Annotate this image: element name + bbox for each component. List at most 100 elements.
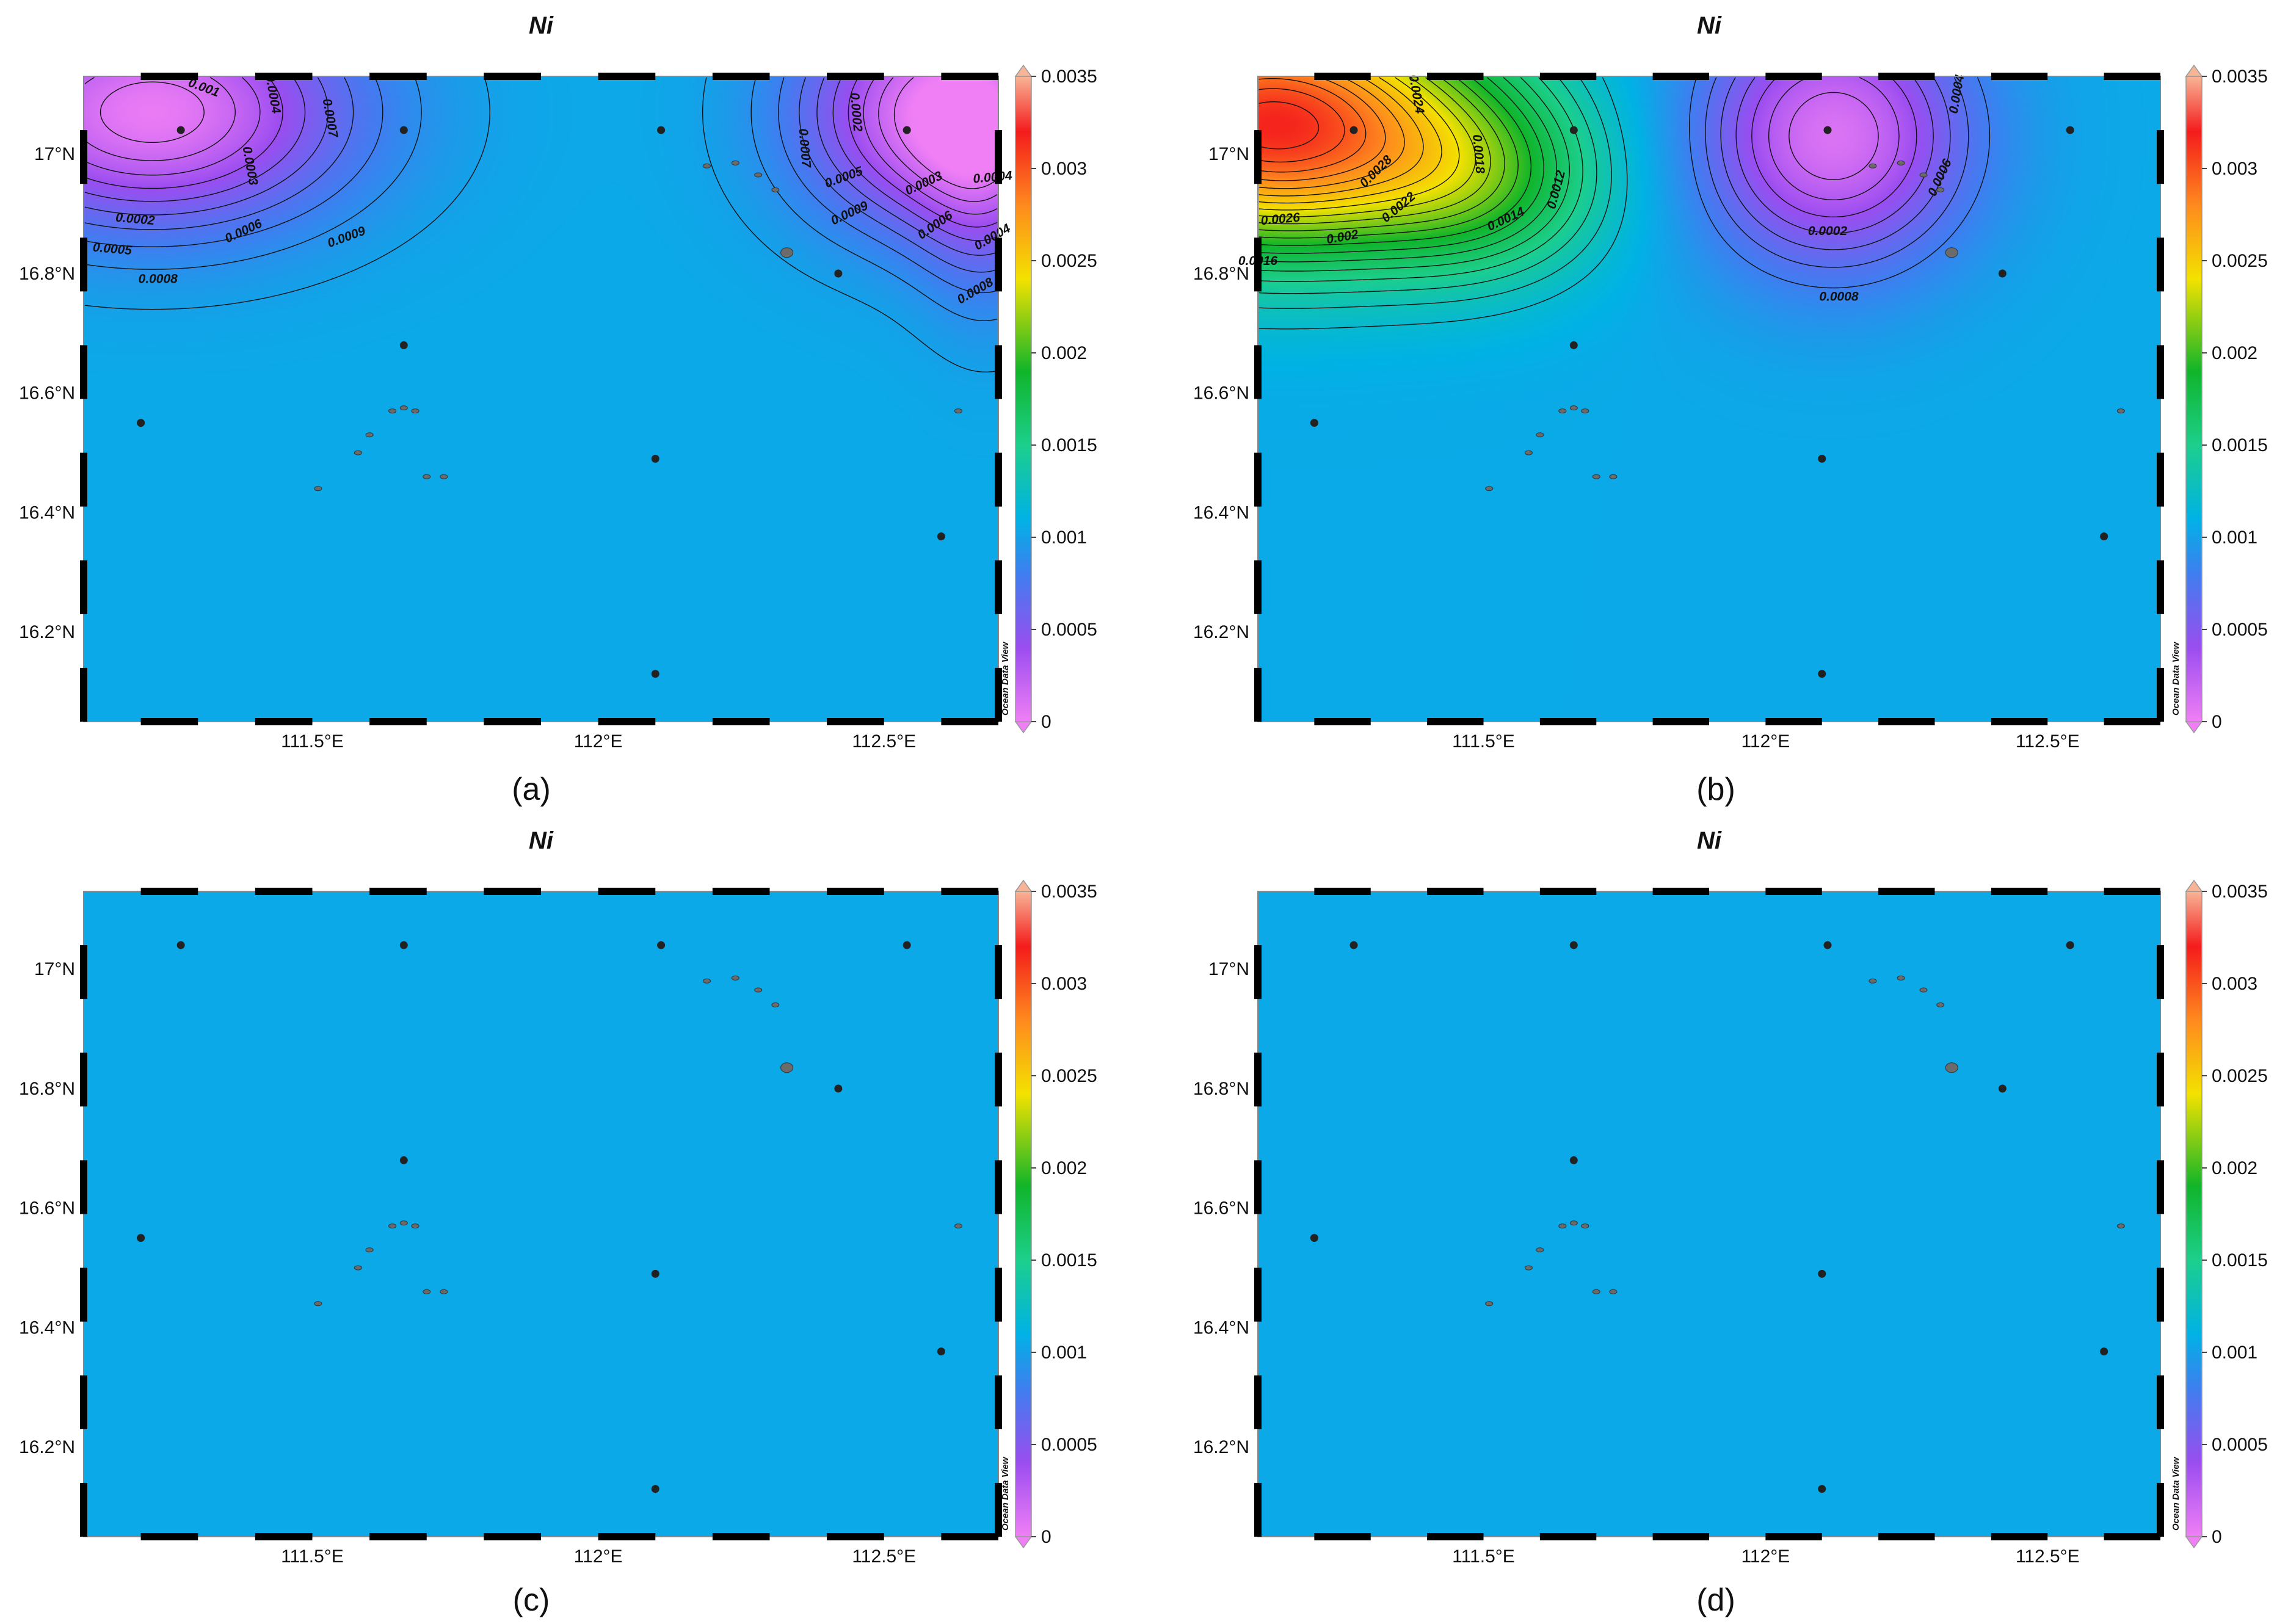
contour-label: 0.0002 (848, 92, 865, 132)
island-marker (440, 1289, 448, 1294)
station-marker (2100, 532, 2108, 541)
station-marker (1569, 126, 1578, 134)
ocean-data-view-watermark: Ocean Data View (2171, 641, 2181, 716)
colorbar-tick-label: 0.003 (1041, 159, 1087, 179)
island-marker (754, 987, 763, 993)
y-tick-label: 16.6°N (1193, 383, 1249, 404)
island-marker (399, 1220, 408, 1226)
colorbar-max-arrow (1014, 879, 1033, 892)
island-marker (2116, 408, 2125, 414)
concentration-field (84, 76, 998, 722)
islands (1485, 160, 2125, 491)
y-tick-label: 16.2°N (1193, 1437, 1249, 1457)
station-marker (399, 941, 408, 949)
sampling-stations (1310, 126, 2108, 678)
concentration-field (84, 891, 998, 1537)
colorbar-tick-label: 0.0025 (1041, 251, 1097, 271)
y-tick-label: 16.4°N (19, 502, 75, 523)
station-marker (1310, 419, 1318, 427)
island-marker (754, 172, 763, 178)
colorbar: 0.0035 0.003 0.0025 0.002 0.0015 0.001 0.0005 0… (1000, 879, 1097, 1549)
station-marker (2066, 126, 2074, 134)
station-marker (1569, 341, 1578, 349)
y-tick-label: 16.8°N (1193, 1079, 1249, 1099)
island-marker (1869, 163, 1877, 169)
x-tick-label: 111.5°E (1452, 1546, 1515, 1567)
island-marker (1609, 1289, 1618, 1294)
x-tick-label: 112.5°E (852, 731, 916, 752)
island-marker (2116, 1223, 2125, 1229)
y-tick-label: 16.6°N (19, 383, 75, 404)
island-marker (731, 975, 739, 981)
y-tick-label: 16.6°N (19, 1198, 75, 1219)
y-tick-label: 16.2°N (19, 622, 75, 642)
colorbar-tick-label: 0 (2212, 1527, 2222, 1547)
colorbar-tick-label: 0.0015 (1041, 1250, 1097, 1271)
contour-label: 0.0018 (1470, 134, 1487, 174)
panel-title: Ni (529, 12, 554, 39)
colorbar-tick-label: 0.0035 (2212, 67, 2268, 87)
station-marker (1823, 126, 1832, 134)
colorbar-tick-label: 0 (1041, 712, 1051, 732)
station-marker (1569, 1156, 1578, 1164)
ocean-data-view-watermark: Ocean Data View (2171, 1456, 2181, 1531)
contour-label: 0.0002 (115, 211, 155, 228)
x-tick-label: 111.5°E (1452, 731, 1515, 752)
y-tick-label: 16.8°N (1193, 264, 1249, 284)
island-marker (771, 187, 780, 192)
y-tick-label: 16.8°N (19, 264, 75, 284)
sampling-stations (1310, 941, 2108, 1493)
island-marker (399, 405, 408, 411)
island-marker (1581, 1223, 1589, 1229)
colorbar-tick-label: 0.002 (2212, 343, 2257, 363)
colorbar-tick-label: 0.0035 (2212, 882, 2268, 902)
island-marker (314, 1301, 322, 1307)
station-marker (1818, 670, 1826, 678)
station-marker (902, 941, 911, 949)
island-marker (1524, 450, 1533, 455)
colorbar-gradient (2185, 76, 2203, 722)
island-marker (423, 1289, 431, 1294)
island-marker (1524, 1265, 1533, 1271)
contour-label: 0.0002 (1808, 224, 1848, 238)
island-marker (314, 486, 322, 491)
colorbar-gradient (2185, 891, 2203, 1537)
colorbar-max-arrow (1014, 64, 1033, 77)
colorbar-min-arrow (2185, 721, 2203, 734)
station-marker (1349, 126, 1358, 134)
panel-title: Ni (1697, 12, 1722, 39)
x-tick-label: 112°E (574, 1546, 623, 1567)
colorbar-gradient (1015, 76, 1032, 722)
station-marker (651, 1269, 659, 1278)
colorbar-tick-label: 0.003 (2212, 974, 2257, 994)
colorbar-tick-label: 0.0015 (1041, 435, 1097, 455)
x-tick-label: 111.5°E (281, 731, 344, 752)
map-frame (80, 73, 1002, 725)
island-marker (1869, 978, 1877, 984)
axis-labels: 111.5°E 112°E 112.5°E 17°N 16.8°N 16.6°N 16.4°… (19, 144, 916, 752)
y-tick-label: 17°N (1208, 959, 1249, 979)
x-tick-label: 112.5°E (2016, 731, 2080, 752)
colorbar-min-arrow (1014, 1536, 1033, 1549)
contour-label: 0.0026 (1260, 211, 1301, 228)
colorbar-tick-label: 0.0005 (1041, 1435, 1097, 1455)
station-marker (2066, 941, 2074, 949)
island-marker (1897, 160, 1905, 165)
panel-label: (b) (1696, 772, 1735, 807)
island-marker (1536, 1247, 1544, 1253)
island-marker (1945, 1062, 1958, 1073)
station-marker (1998, 269, 2007, 278)
island-marker (1569, 405, 1578, 411)
station-marker (137, 1234, 145, 1242)
colorbar: 0.0035 0.003 0.0025 0.002 0.0015 0.001 0.0005 0… (1000, 64, 1097, 734)
colorbar-tick-label: 0.0035 (1041, 67, 1097, 87)
colorbar-max-arrow (2185, 879, 2203, 892)
colorbar-tick-label: 0.0025 (2212, 251, 2268, 271)
island-marker (411, 1223, 419, 1229)
island-marker (1945, 247, 1958, 258)
y-tick-label: 16.2°N (1193, 622, 1249, 642)
station-marker (657, 126, 666, 134)
island-marker (703, 978, 711, 984)
